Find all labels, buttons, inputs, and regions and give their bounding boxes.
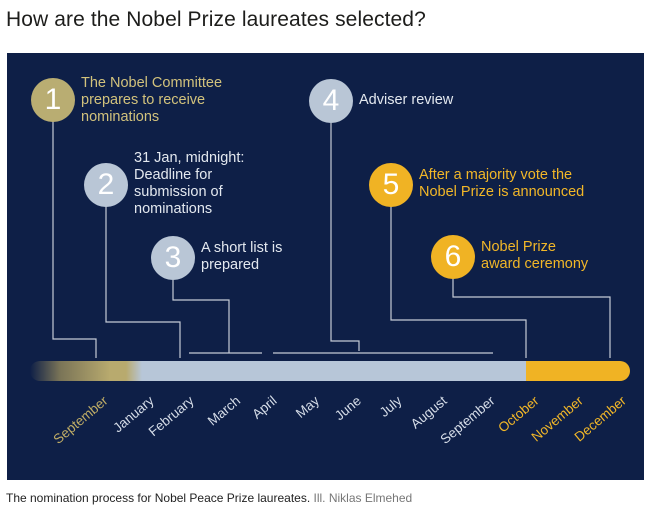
- connector-step-2: [105, 205, 181, 358]
- step-3-label: A short list is prepared: [201, 240, 283, 273]
- caption-credit: Ill. Niklas Elmehed: [313, 491, 413, 505]
- connector-step-4: [330, 123, 360, 351]
- step-4-label: Adviser review: [359, 92, 454, 108]
- step-2-label: 31 Jan, midnight: Deadline for submissio…: [134, 150, 245, 217]
- timeline-bar: [30, 361, 630, 381]
- connector-step-3: [172, 280, 230, 353]
- figure-caption: The nomination process for Nobel Peace P…: [6, 491, 412, 505]
- step-1-label: The Nobel Committee prepares to receive …: [81, 75, 223, 125]
- step-2-circle: 2: [84, 163, 128, 207]
- step-3-circle: 3: [151, 236, 195, 280]
- step-6-circle: 6: [431, 235, 475, 279]
- step-5-circle: 5: [369, 163, 413, 207]
- step-5-label: After a majority vote the Nobel Prize is…: [419, 167, 585, 200]
- page-title: How are the Nobel Prize laureates select…: [6, 8, 426, 31]
- connector-lines: [52, 120, 611, 358]
- connector-step-5: [390, 206, 527, 358]
- connector-step-6: [452, 278, 611, 358]
- step-6-label: Nobel Prize award ceremony: [481, 239, 589, 272]
- step-1-circle: 1: [31, 78, 75, 122]
- timeline-diagram: 1 The Nobel Committee prepares to receiv…: [7, 53, 644, 480]
- caption-text: The nomination process for Nobel Peace P…: [6, 491, 314, 505]
- connector-step-1: [52, 120, 97, 358]
- step-4-circle: 4: [309, 79, 353, 123]
